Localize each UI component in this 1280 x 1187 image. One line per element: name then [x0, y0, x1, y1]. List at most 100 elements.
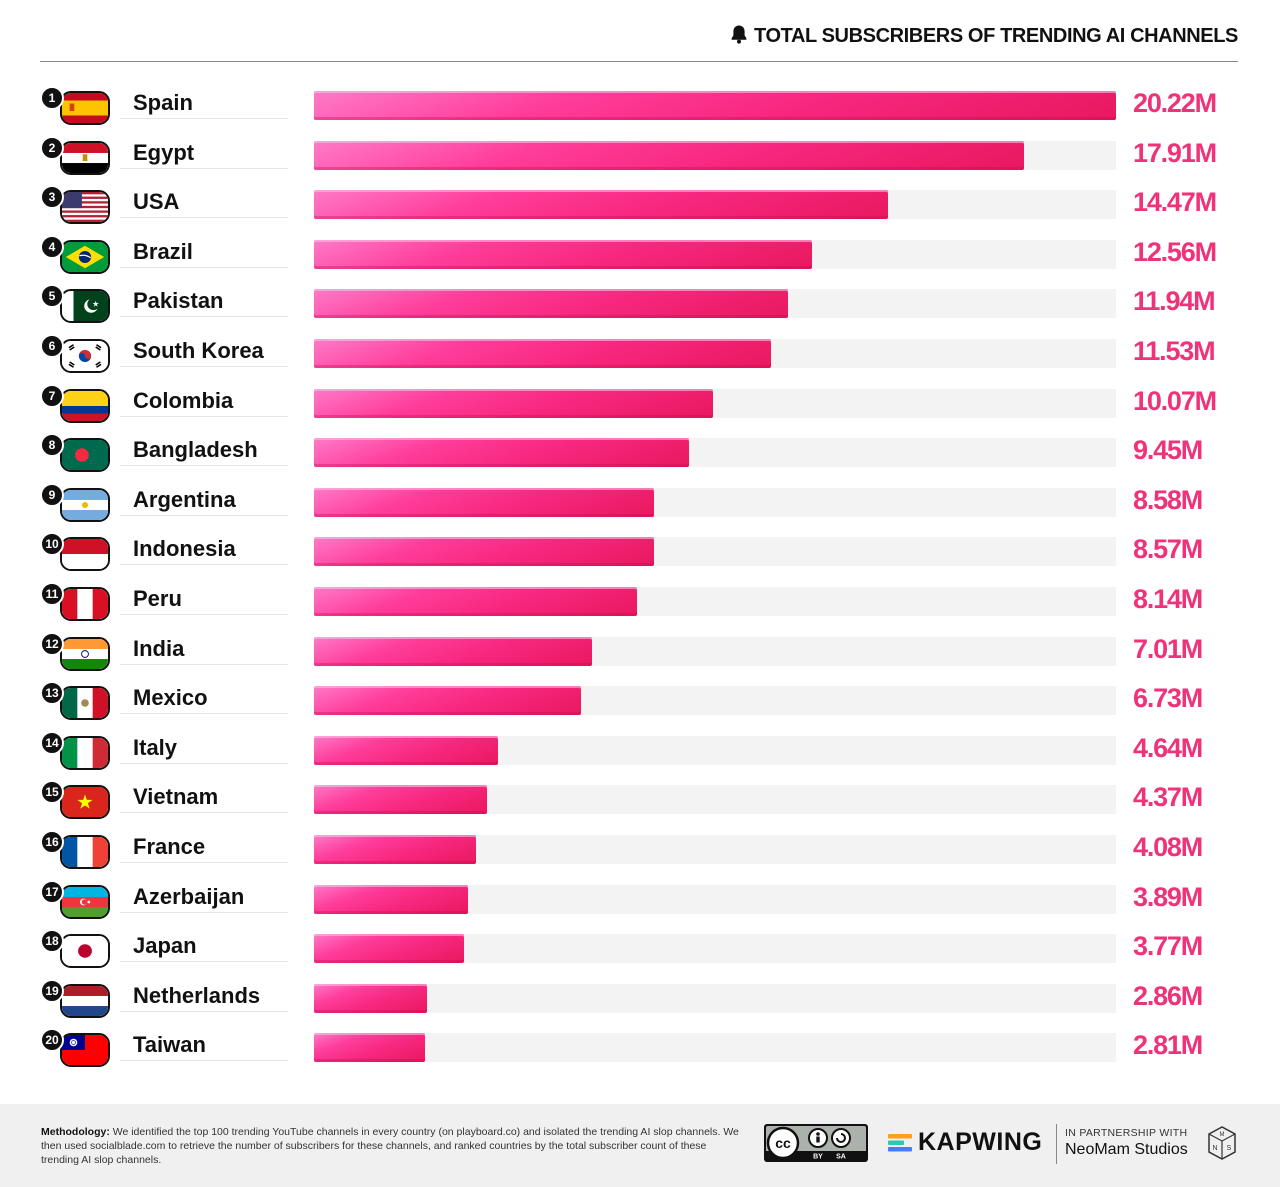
flag-badge: [60, 835, 110, 869]
bar-track: [314, 686, 1116, 716]
chart-row: 2 Egypt 17.91M: [0, 135, 1280, 197]
chart-row: 9 Argentina 8.58M: [0, 482, 1280, 544]
neomam-logo-icon: M N S: [1206, 1124, 1238, 1162]
netherlands-flag-icon: [60, 983, 110, 1018]
footer: Methodology: We identified the top 100 t…: [0, 1104, 1280, 1187]
chart-row: 10 Indonesia 8.57M: [0, 532, 1280, 593]
bar-track: [314, 983, 1116, 1013]
methodology-label: Methodology:: [41, 1126, 110, 1138]
country-label: Peru: [120, 585, 288, 615]
value-label: 20.22M: [1133, 88, 1217, 118]
partner-name: NeoMam Studios: [1065, 1141, 1188, 1158]
chart-row: 17 Azerbaijan 3.89M: [0, 879, 1280, 941]
flag-badge: [60, 636, 110, 671]
country-label: Vietnam: [120, 783, 288, 814]
flag-badge: [60, 934, 110, 969]
chart-row: 14 Italy 4.64M: [0, 730, 1280, 792]
rank-badge: 6: [40, 334, 64, 358]
value-label: 4.64M: [1133, 732, 1203, 763]
indonesia-flag-icon: [60, 537, 110, 572]
bar-track: [314, 587, 1116, 616]
bar-track: [314, 884, 1116, 914]
rank-badge: 4: [40, 234, 64, 259]
kapwing-mark-icon: [888, 1133, 912, 1151]
rank-badge: 9: [40, 482, 64, 507]
country-label: Italy: [120, 734, 288, 764]
bar-track: [314, 934, 1116, 964]
chart-header: TOTAL SUBSCRIBERS OF TRENDING AI CHANNEL…: [40, 22, 1238, 62]
country-label: France: [120, 833, 288, 863]
flag-badge: [60, 239, 110, 274]
rank-badge: 8: [40, 433, 64, 458]
chart-row: 5 Pakistan 11.94M: [0, 284, 1280, 345]
rank-badge: 13: [40, 681, 64, 706]
spain-flag-icon: [60, 91, 110, 125]
cc-by-sa-badge: cc BY SA: [764, 1124, 868, 1162]
bangladesh-flag-icon: [60, 438, 110, 473]
chart-row: 11 Peru 8.14M: [0, 582, 1280, 643]
chart-row: 19 Netherlands 2.86M: [0, 978, 1280, 1040]
flag-badge: [60, 686, 110, 721]
value-label: 2.81M: [1133, 1030, 1203, 1061]
svg-text:N: N: [1212, 1145, 1217, 1152]
value-label: 4.08M: [1133, 832, 1203, 862]
svg-text:SA: SA: [836, 1154, 846, 1161]
bar-track: [314, 339, 1116, 368]
rank-badge: 15: [40, 780, 64, 805]
rank-badge: 5: [40, 284, 64, 309]
bar: [314, 983, 428, 1013]
value-label: 17.91M: [1133, 137, 1217, 168]
value-label: 3.89M: [1133, 881, 1203, 912]
rank-badge: 2: [40, 135, 64, 160]
bar: [314, 835, 476, 864]
country-label: Taiwan: [120, 1031, 288, 1062]
chart-row: 20 Taiwan 2.81M: [0, 1028, 1280, 1089]
value-label: 10.07M: [1133, 385, 1217, 416]
flag-badge: [60, 140, 110, 175]
country-label: Azerbaijan: [120, 883, 288, 913]
bar: [314, 140, 1025, 170]
flag-badge: [60, 487, 110, 522]
bar-track: [314, 289, 1116, 319]
country-label: Brazil: [120, 238, 288, 268]
india-flag-icon: [60, 636, 110, 671]
value-label: 4.37M: [1133, 782, 1203, 813]
bar-track: [314, 785, 1116, 815]
peru-flag-icon: [60, 587, 110, 621]
flag-badge: [60, 537, 110, 572]
bar-track: [314, 1033, 1116, 1063]
country-label: Netherlands: [120, 982, 288, 1012]
rank-badge: 16: [40, 830, 64, 854]
rank-badge: 18: [40, 929, 64, 954]
country-label: USA: [120, 188, 288, 219]
flag-badge: [60, 735, 110, 770]
rank-badge: 17: [40, 879, 64, 904]
flag-badge: [60, 339, 110, 373]
bar: [314, 785, 488, 815]
rank-badge: 11: [40, 582, 64, 606]
country-label: Argentina: [120, 486, 288, 516]
kapwing-logo: KAPWING: [888, 1128, 1042, 1157]
chart-row: 18 Japan 3.77M: [0, 929, 1280, 990]
chart-row: 13 Mexico 6.73M: [0, 681, 1280, 742]
usa-flag-icon: [60, 190, 110, 225]
value-label: 3.77M: [1133, 931, 1203, 962]
value-label: 12.56M: [1133, 236, 1217, 267]
partnership-label: IN PARTNERSHIP WITH: [1065, 1127, 1188, 1139]
country-label: India: [120, 635, 288, 665]
country-label: Pakistan: [120, 287, 288, 318]
bar-track: [314, 487, 1116, 517]
bar: [314, 587, 637, 616]
flag-badge: [60, 785, 110, 820]
pakistan-flag-icon: [60, 289, 110, 324]
rank-badge: 7: [40, 383, 64, 408]
rank-badge: 20: [40, 1028, 64, 1053]
chart-row: 15 Vietnam 4.37M: [0, 780, 1280, 841]
bar-track: [314, 91, 1116, 120]
taiwan-flag-icon: [60, 1033, 110, 1068]
country-label: Japan: [120, 932, 288, 963]
bar-track: [314, 239, 1116, 269]
bar-track: [314, 735, 1116, 765]
flag-badge: [60, 190, 110, 225]
brazil-flag-icon: [60, 239, 110, 274]
